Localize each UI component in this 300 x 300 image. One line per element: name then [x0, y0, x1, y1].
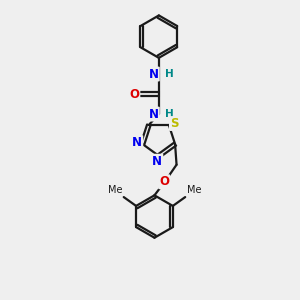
Text: H: H: [165, 69, 174, 79]
Text: N: N: [149, 108, 159, 121]
Text: O: O: [159, 175, 169, 188]
Text: O: O: [129, 88, 140, 100]
Text: Me: Me: [108, 185, 122, 195]
Text: S: S: [170, 117, 178, 130]
Text: N: N: [152, 155, 162, 168]
Text: Me: Me: [187, 185, 201, 195]
Text: N: N: [149, 68, 159, 80]
Text: N: N: [132, 136, 142, 149]
Text: H: H: [165, 109, 174, 119]
